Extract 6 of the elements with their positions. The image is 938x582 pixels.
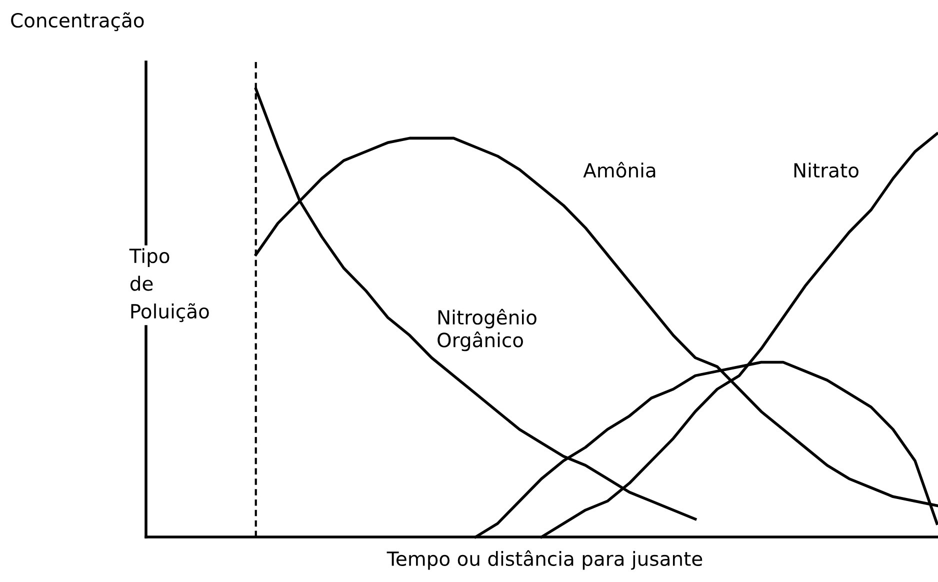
series-label: Nitrogênio Orgânico xyxy=(438,308,536,352)
series-label: Nitrato xyxy=(794,162,858,178)
annotation: Tipo de Poluição xyxy=(129,248,209,322)
x-axis-title: Tempo ou distância para jusante xyxy=(386,550,702,570)
y-axis-title: Concentração xyxy=(11,12,144,32)
series-label: Amônia xyxy=(583,162,656,178)
